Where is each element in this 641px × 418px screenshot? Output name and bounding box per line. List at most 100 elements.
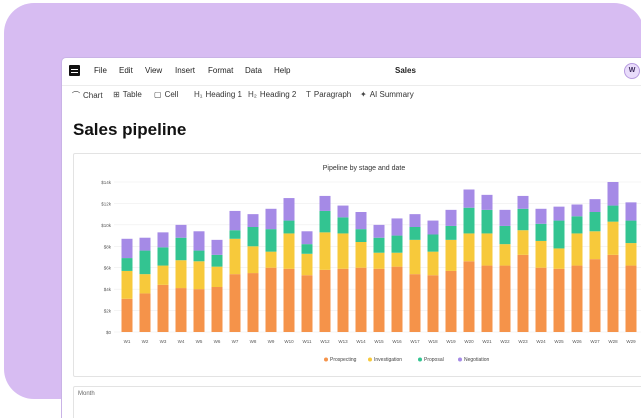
app-menu-icon[interactable] (69, 65, 80, 76)
tool-paragraph[interactable]: T Paragraph (306, 90, 351, 99)
bar-segment[interactable] (392, 267, 403, 332)
bar-segment[interactable] (194, 231, 205, 250)
bar-segment[interactable] (122, 299, 133, 332)
bar-segment[interactable] (284, 221, 295, 234)
bar-segment[interactable] (338, 269, 349, 332)
bar-segment[interactable] (212, 255, 223, 267)
bar-segment[interactable] (626, 266, 637, 332)
bar-segment[interactable] (518, 209, 529, 230)
bar-segment[interactable] (284, 269, 295, 332)
bar-segment[interactable] (266, 252, 277, 268)
bar-segment[interactable] (284, 198, 295, 221)
bar-segment[interactable] (428, 275, 439, 332)
bar-segment[interactable] (230, 274, 241, 332)
bar-segment[interactable] (410, 240, 421, 274)
bar-segment[interactable] (590, 259, 601, 332)
bar-segment[interactable] (482, 195, 493, 210)
menu-format[interactable]: Format (208, 66, 233, 75)
bar-segment[interactable] (392, 218, 403, 235)
bar-segment[interactable] (248, 273, 259, 332)
bar-segment[interactable] (428, 235, 439, 252)
bar-segment[interactable] (176, 288, 187, 332)
menu-edit[interactable]: Edit (119, 66, 133, 75)
bar-segment[interactable] (230, 211, 241, 230)
bar-segment[interactable] (212, 240, 223, 255)
avatar[interactable]: W (624, 63, 640, 79)
bar-segment[interactable] (500, 244, 511, 265)
bar-segment[interactable] (140, 274, 151, 293)
bar-segment[interactable] (122, 239, 133, 258)
bar-segment[interactable] (374, 269, 385, 332)
bar-segment[interactable] (608, 255, 619, 332)
bar-segment[interactable] (572, 205, 583, 217)
bar-segment[interactable] (590, 199, 601, 212)
bar-segment[interactable] (518, 196, 529, 209)
menu-view[interactable]: View (145, 66, 162, 75)
bar-segment[interactable] (536, 268, 547, 332)
bar-segment[interactable] (230, 230, 241, 239)
bar-segment[interactable] (284, 233, 295, 268)
bar-segment[interactable] (572, 266, 583, 332)
bar-segment[interactable] (140, 238, 151, 251)
bar-segment[interactable] (356, 268, 367, 332)
tool-ai-summary[interactable]: ✦ AI Summary (360, 90, 414, 99)
bar-segment[interactable] (212, 287, 223, 332)
bar-segment[interactable] (500, 210, 511, 226)
bar-segment[interactable] (536, 224, 547, 241)
bar-segment[interactable] (446, 226, 457, 240)
bar-segment[interactable] (320, 232, 331, 270)
menu-data[interactable]: Data (245, 66, 262, 75)
bar-segment[interactable] (554, 221, 565, 249)
bar-segment[interactable] (464, 190, 475, 208)
bar-segment[interactable] (608, 222, 619, 255)
bar-segment[interactable] (608, 206, 619, 222)
bar-segment[interactable] (392, 236, 403, 253)
bar-segment[interactable] (374, 238, 385, 253)
bar-segment[interactable] (356, 212, 367, 229)
bar-segment[interactable] (626, 243, 637, 265)
menu-help[interactable]: Help (274, 66, 290, 75)
bar-segment[interactable] (500, 226, 511, 244)
bar-segment[interactable] (500, 266, 511, 332)
bar-segment[interactable] (248, 214, 259, 227)
bar-segment[interactable] (482, 233, 493, 265)
bar-segment[interactable] (572, 233, 583, 265)
bar-segment[interactable] (338, 217, 349, 233)
bar-segment[interactable] (482, 266, 493, 332)
bar-segment[interactable] (194, 261, 205, 289)
bar-segment[interactable] (158, 247, 169, 265)
bar-segment[interactable] (176, 225, 187, 238)
bar-segment[interactable] (464, 261, 475, 332)
bar-segment[interactable] (572, 216, 583, 233)
tool-table[interactable]: ⊞ Table (113, 90, 142, 99)
bar-segment[interactable] (554, 269, 565, 332)
menu-file[interactable]: File (94, 66, 107, 75)
bar-segment[interactable] (194, 289, 205, 332)
bar-segment[interactable] (428, 221, 439, 235)
bar-segment[interactable] (374, 253, 385, 269)
bar-segment[interactable] (554, 248, 565, 268)
bar-segment[interactable] (302, 244, 313, 254)
bar-segment[interactable] (464, 233, 475, 261)
bar-segment[interactable] (302, 231, 313, 244)
bar-segment[interactable] (410, 227, 421, 240)
bar-segment[interactable] (248, 227, 259, 246)
tool-cell[interactable]: ▢ Cell (154, 90, 178, 99)
bar-segment[interactable] (158, 285, 169, 332)
bar-segment[interactable] (464, 208, 475, 234)
bar-segment[interactable] (176, 260, 187, 288)
bar-segment[interactable] (518, 255, 529, 332)
bar-segment[interactable] (266, 268, 277, 332)
bar-segment[interactable] (302, 275, 313, 332)
bar-segment[interactable] (554, 207, 565, 221)
bar-segment[interactable] (356, 242, 367, 268)
bar-segment[interactable] (446, 271, 457, 332)
bar-segment[interactable] (608, 182, 619, 206)
bar-segment[interactable] (626, 221, 637, 244)
bar-segment[interactable] (446, 210, 457, 226)
bar-segment[interactable] (392, 253, 403, 267)
bar-segment[interactable] (302, 254, 313, 275)
bar-segment[interactable] (356, 229, 367, 242)
bar-segment[interactable] (320, 211, 331, 232)
bar-segment[interactable] (410, 214, 421, 227)
